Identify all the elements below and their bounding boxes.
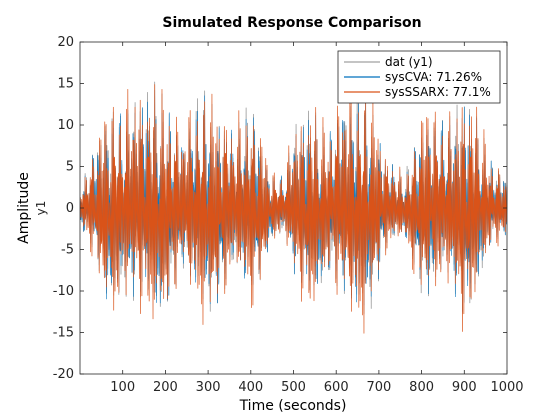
- chart-title: Simulated Response Comparison: [162, 15, 421, 31]
- x-tick-label-200: 200: [153, 380, 178, 395]
- series-layer: [80, 81, 508, 334]
- y-tick-label-5: 5: [66, 160, 74, 175]
- y-tick-label-10: 10: [57, 118, 74, 133]
- x-tick-label-900: 900: [452, 380, 477, 395]
- channel-label: y1: [34, 201, 48, 216]
- axis-layer: 100 200 300 400 500 600 700 800 900 1000-20-15-10…: [53, 35, 524, 395]
- x-tick-label-700: 700: [366, 380, 391, 395]
- y-tick-label--20: -20: [53, 367, 74, 382]
- legend: dat (y1) sysCVA: 71.26% sysSSARX: 77.1%: [337, 50, 501, 104]
- legend-label-syscva: sysCVA: 71.26%: [385, 70, 482, 84]
- y-tick-label-20: 20: [57, 35, 74, 50]
- y-tick-label--5: -5: [61, 243, 74, 258]
- x-tick-label-400: 400: [238, 380, 263, 395]
- x-tick-label-800: 800: [409, 380, 434, 395]
- series-line-sysssarx: [80, 84, 508, 334]
- x-tick-label-100: 100: [110, 380, 135, 395]
- y-tick-label--10: -10: [53, 284, 74, 299]
- x-tick-label-1000: 1000: [490, 380, 523, 395]
- y-tick-label--15: -15: [53, 326, 74, 341]
- x-axis-title: Time (seconds): [239, 398, 347, 414]
- legend-label-dat: dat (y1): [385, 55, 433, 69]
- y-tick-label-15: 15: [57, 77, 74, 92]
- y-axis-title: Amplitude: [16, 172, 32, 244]
- y-tick-label-0: 0: [66, 201, 74, 216]
- legend-label-sysssarx: sysSSARX: 77.1%: [385, 85, 491, 99]
- x-tick-label-600: 600: [324, 380, 349, 395]
- x-tick-label-500: 500: [281, 380, 306, 395]
- x-tick-label-300: 300: [196, 380, 221, 395]
